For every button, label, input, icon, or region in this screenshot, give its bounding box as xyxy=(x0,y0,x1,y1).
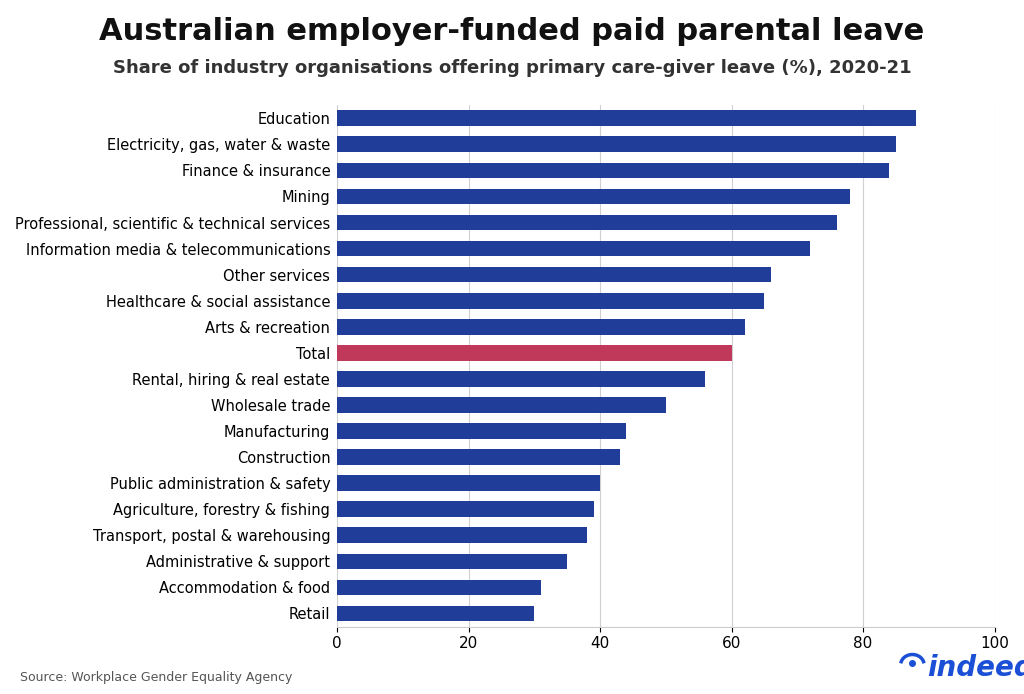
Bar xyxy=(337,397,666,413)
Bar xyxy=(337,371,706,387)
Bar xyxy=(337,423,627,439)
Text: indeed: indeed xyxy=(927,654,1024,682)
Bar xyxy=(337,345,731,361)
Text: Share of industry organisations offering primary care-giver leave (%), 2020-21: Share of industry organisations offering… xyxy=(113,59,911,77)
Bar xyxy=(337,527,587,543)
Bar xyxy=(337,241,811,256)
Text: Australian employer-funded paid parental leave: Australian employer-funded paid parental… xyxy=(99,17,925,46)
Bar xyxy=(337,501,594,517)
Bar xyxy=(337,189,850,204)
Bar xyxy=(337,266,771,282)
Bar xyxy=(337,319,744,335)
Bar xyxy=(337,606,535,621)
Bar xyxy=(337,554,567,569)
Text: Source: Workplace Gender Equality Agency: Source: Workplace Gender Equality Agency xyxy=(20,670,293,684)
Bar xyxy=(337,137,896,152)
Bar xyxy=(337,449,620,465)
Bar xyxy=(337,579,541,595)
Bar xyxy=(337,293,765,309)
Bar xyxy=(337,475,600,491)
Bar xyxy=(337,162,890,178)
Bar xyxy=(337,214,837,230)
Bar xyxy=(337,110,915,126)
